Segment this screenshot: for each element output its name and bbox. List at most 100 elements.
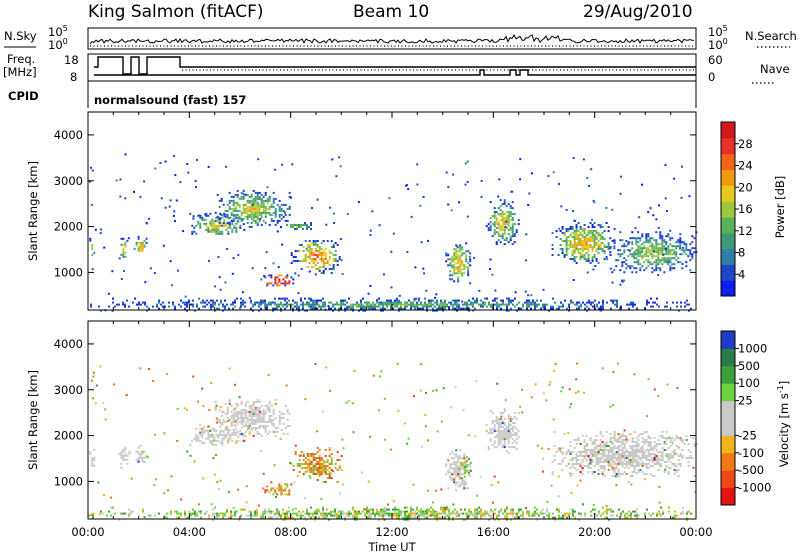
range-cell bbox=[278, 410, 281, 413]
range-cell bbox=[455, 481, 458, 484]
range-cell bbox=[453, 477, 456, 480]
range-cell bbox=[314, 465, 317, 467]
range-cell bbox=[137, 245, 140, 248]
range-cell bbox=[509, 205, 512, 208]
range-cell bbox=[93, 251, 96, 254]
range-cell bbox=[617, 451, 620, 453]
sparse-echo bbox=[232, 506, 235, 509]
range-cell bbox=[126, 454, 129, 457]
range-cell bbox=[322, 305, 324, 308]
range-cell bbox=[570, 512, 572, 515]
range-cell bbox=[326, 477, 329, 479]
range-cell bbox=[207, 230, 210, 233]
range-cell bbox=[459, 449, 462, 452]
range-cell bbox=[122, 251, 125, 254]
range-cell bbox=[284, 307, 286, 310]
range-cell bbox=[330, 510, 332, 513]
range-cell bbox=[456, 512, 458, 515]
range-cell bbox=[613, 433, 616, 435]
range-cell bbox=[201, 427, 204, 430]
range-cell bbox=[677, 437, 680, 439]
range-cell bbox=[621, 263, 624, 266]
range-cell bbox=[659, 443, 662, 445]
range-cell bbox=[278, 215, 281, 218]
range-cell bbox=[120, 454, 123, 457]
range-cell bbox=[388, 303, 390, 306]
range-cell bbox=[191, 224, 194, 227]
range-cell bbox=[661, 257, 664, 260]
range-cell bbox=[593, 236, 596, 238]
sparse-echo bbox=[320, 498, 323, 500]
range-cell bbox=[501, 223, 504, 226]
range-cell bbox=[691, 437, 694, 439]
range-cell bbox=[550, 305, 552, 308]
range-cell bbox=[497, 213, 500, 216]
range-cell bbox=[669, 445, 672, 447]
range-cell bbox=[573, 236, 576, 238]
range-cell bbox=[260, 211, 263, 214]
range-cell bbox=[314, 453, 317, 455]
range-cell bbox=[643, 247, 646, 250]
range-cell bbox=[120, 450, 123, 453]
range-cell bbox=[432, 307, 434, 310]
range-cell bbox=[410, 303, 412, 306]
noise-tick-exponent: 5 bbox=[723, 24, 728, 33]
range-cell bbox=[503, 418, 506, 421]
range-cell bbox=[459, 477, 462, 480]
range-cell bbox=[221, 230, 224, 233]
range-cell bbox=[585, 248, 588, 250]
range-cell bbox=[262, 410, 265, 413]
range-cell bbox=[244, 408, 247, 411]
range-cell bbox=[352, 506, 354, 509]
range-cell bbox=[230, 512, 232, 515]
range-cell bbox=[256, 408, 259, 411]
range-cell bbox=[637, 263, 640, 266]
range-cell bbox=[322, 510, 324, 513]
range-cell bbox=[230, 424, 233, 427]
range-cell bbox=[412, 508, 414, 511]
range-cell bbox=[613, 457, 616, 459]
range-cell bbox=[520, 508, 522, 511]
range-cell bbox=[467, 268, 470, 271]
range-cell bbox=[214, 303, 216, 306]
range-cell bbox=[334, 307, 336, 310]
range-cell bbox=[507, 422, 510, 425]
range-cell bbox=[575, 461, 578, 463]
range-cell bbox=[649, 459, 652, 461]
range-cell bbox=[465, 266, 468, 269]
range-cell bbox=[374, 516, 376, 519]
range-cell bbox=[495, 243, 498, 246]
range-cell bbox=[316, 479, 319, 481]
range-cell bbox=[388, 301, 390, 304]
range-cell bbox=[617, 469, 620, 471]
range-cell bbox=[320, 457, 323, 459]
range-cell bbox=[577, 244, 580, 246]
sparse-echo bbox=[461, 300, 464, 303]
range-cell bbox=[659, 253, 662, 256]
range-cell bbox=[667, 457, 670, 459]
range-cell bbox=[585, 238, 588, 240]
sparse-echo bbox=[494, 289, 497, 292]
range-cell bbox=[238, 420, 241, 423]
sparse-echo bbox=[638, 216, 641, 219]
range-cell bbox=[461, 477, 464, 480]
range-cell bbox=[482, 301, 484, 304]
range-cell bbox=[225, 228, 228, 231]
range-cell bbox=[320, 256, 323, 258]
range-cell bbox=[493, 426, 496, 429]
range-cell bbox=[246, 416, 249, 419]
range-cell bbox=[534, 303, 536, 306]
range-cell bbox=[629, 465, 632, 467]
sparse-echo bbox=[306, 469, 309, 472]
range-cell bbox=[368, 508, 370, 511]
range-cell bbox=[685, 245, 688, 248]
scatter-region-6 bbox=[262, 481, 293, 496]
range-cell bbox=[617, 259, 620, 262]
range-cell bbox=[581, 244, 584, 246]
range-cell bbox=[228, 418, 231, 421]
range-cell bbox=[653, 441, 656, 443]
range-cell bbox=[382, 301, 384, 304]
range-cell bbox=[358, 510, 360, 513]
range-cell bbox=[495, 436, 498, 439]
range-cell bbox=[459, 485, 462, 488]
